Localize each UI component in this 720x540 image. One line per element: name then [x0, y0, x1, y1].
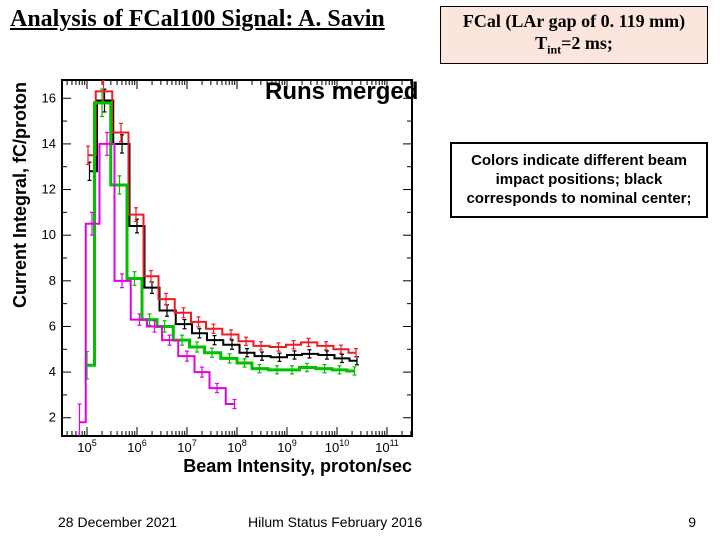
color-note-box: Colors indicate different beam impact po… — [450, 142, 708, 218]
svg-text:8: 8 — [49, 273, 56, 288]
fcal-info-box: FCal (LAr gap of 0. 119 mm) Tint=2 ms; — [440, 6, 708, 64]
svg-text:10: 10 — [42, 227, 56, 242]
footer-date: 28 December 2021 — [58, 514, 177, 530]
footer-title: Hilum Status February 2016 — [248, 514, 422, 530]
svg-text:6: 6 — [49, 318, 56, 333]
svg-text:107: 107 — [177, 438, 196, 455]
svg-text:1011: 1011 — [375, 438, 399, 455]
svg-text:105: 105 — [77, 438, 96, 455]
svg-text:Current Integral, fC/proton: Current Integral, fC/proton — [10, 82, 30, 308]
fcal-info-line2: Tint=2 ms; — [447, 33, 701, 57]
page-title: Analysis of FCal100 Signal: A. Savin — [10, 6, 385, 33]
svg-text:12: 12 — [42, 182, 56, 197]
svg-text:106: 106 — [127, 438, 146, 455]
svg-text:1010: 1010 — [325, 438, 349, 455]
svg-text:2: 2 — [49, 410, 56, 425]
svg-text:16: 16 — [42, 90, 56, 105]
svg-text:4: 4 — [49, 364, 56, 379]
tint-suffix: =2 ms; — [561, 33, 613, 53]
svg-text:109: 109 — [277, 438, 296, 455]
fcal-info-line1: FCal (LAr gap of 0. 119 mm) — [447, 11, 701, 33]
svg-text:14: 14 — [42, 136, 56, 151]
footer-page-number: 9 — [688, 514, 696, 530]
tint-subscript: int — [547, 42, 561, 56]
svg-text:Beam Intensity, proton/sec: Beam Intensity, proton/sec — [183, 456, 412, 476]
svg-text:108: 108 — [227, 438, 246, 455]
tint-prefix: T — [535, 33, 547, 53]
signal-chart: 105 106 107 108 109 1010 1011 2 4 6 8 10 12 14 16 Beam … — [8, 46, 428, 476]
